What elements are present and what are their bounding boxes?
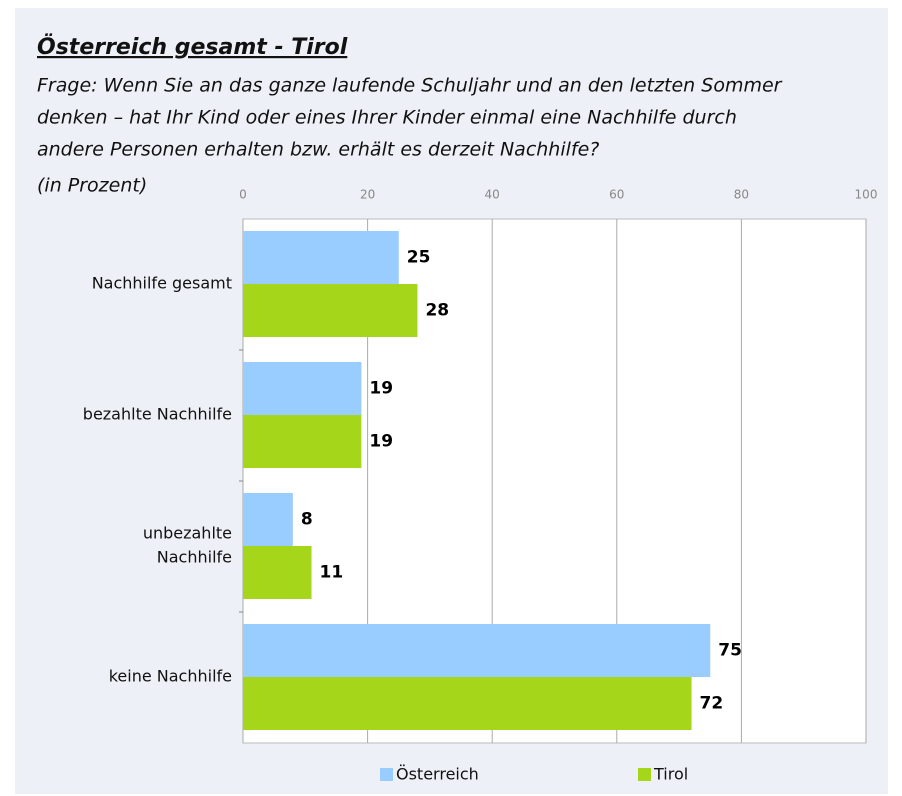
subtitle-line: andere Personen erhalten bzw. erhält es … xyxy=(37,139,599,161)
value-label: 19 xyxy=(369,432,393,452)
x-tick-label: 20 xyxy=(360,188,375,202)
value-label: 28 xyxy=(425,301,449,321)
subtitle-line: Frage: Wenn Sie an das ganze laufende Sc… xyxy=(37,75,783,97)
x-tick-label: 40 xyxy=(485,188,500,202)
chart-title: Österreich gesamt - Tirol xyxy=(37,34,348,60)
x-tick-label: 100 xyxy=(855,188,878,202)
bar xyxy=(243,231,399,284)
x-tick-label: 60 xyxy=(609,188,624,202)
x-tick-label: 80 xyxy=(734,188,749,202)
subtitle-line: denken – hat Ihr Kind oder eines Ihrer K… xyxy=(37,107,737,129)
value-label: 72 xyxy=(700,694,724,714)
value-label: 11 xyxy=(320,563,344,583)
bar xyxy=(243,415,362,468)
category-label: unbezahlte xyxy=(143,524,232,543)
bar xyxy=(243,284,418,337)
value-label: 25 xyxy=(407,248,431,268)
legend-swatch xyxy=(638,768,651,781)
legend-swatch xyxy=(380,768,393,781)
bar xyxy=(243,493,293,546)
category-label: bezahlte Nachhilfe xyxy=(83,405,232,424)
x-tick-label: 0 xyxy=(239,188,247,202)
legend-label: Tirol xyxy=(653,765,688,784)
bar xyxy=(243,546,312,599)
category-label: Nachhilfe gesamt xyxy=(92,274,232,293)
bar xyxy=(243,624,711,677)
category-label: keine Nachhilfe xyxy=(109,667,232,686)
value-label: 19 xyxy=(369,379,393,399)
category-label: Nachhilfe xyxy=(157,548,232,567)
legend-label: Österreich xyxy=(396,765,479,784)
bar xyxy=(243,677,692,730)
bar xyxy=(243,362,362,415)
value-label: 8 xyxy=(301,510,313,530)
value-label: 75 xyxy=(718,641,742,661)
subtitle-line: (in Prozent) xyxy=(37,175,147,197)
